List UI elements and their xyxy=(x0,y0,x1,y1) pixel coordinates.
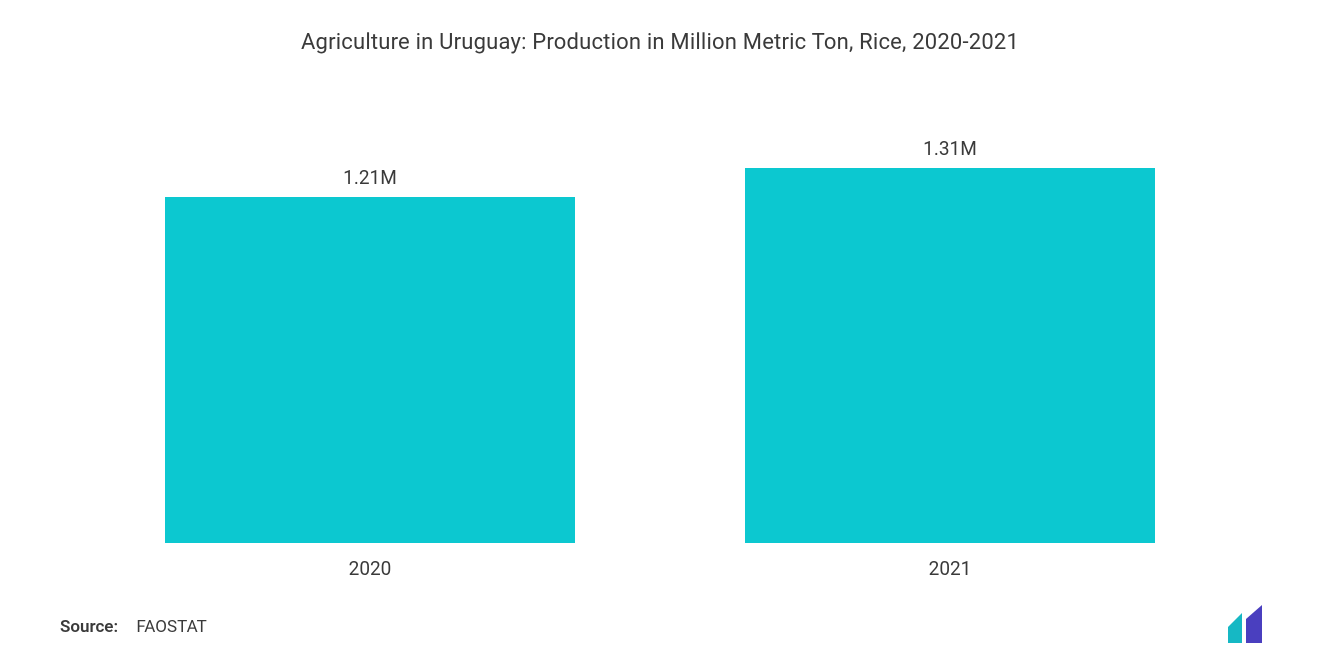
source-prefix: Source: xyxy=(60,617,118,637)
plot-area: 1.21M 2020 1.31M 2021 xyxy=(60,105,1260,580)
category-label: 2021 xyxy=(929,557,972,580)
brand-logo xyxy=(1226,605,1282,645)
bar-group: 1.21M 2020 xyxy=(165,166,575,580)
source-attribution: Source: FAOSTAT xyxy=(60,617,207,637)
source-text: FAOSTAT xyxy=(136,617,206,637)
bar-value-label: 1.31M xyxy=(923,137,977,160)
chart-container: Agriculture in Uruguay: Production in Mi… xyxy=(0,0,1320,665)
category-label: 2020 xyxy=(349,557,392,580)
bar xyxy=(745,168,1155,543)
bar xyxy=(165,197,575,543)
chart-title: Agriculture in Uruguay: Production in Mi… xyxy=(60,30,1260,55)
logo-bar-1 xyxy=(1228,613,1242,643)
logo-bar-2 xyxy=(1246,605,1262,643)
bar-value-label: 1.21M xyxy=(343,166,397,189)
bar-group: 1.31M 2021 xyxy=(745,137,1155,580)
